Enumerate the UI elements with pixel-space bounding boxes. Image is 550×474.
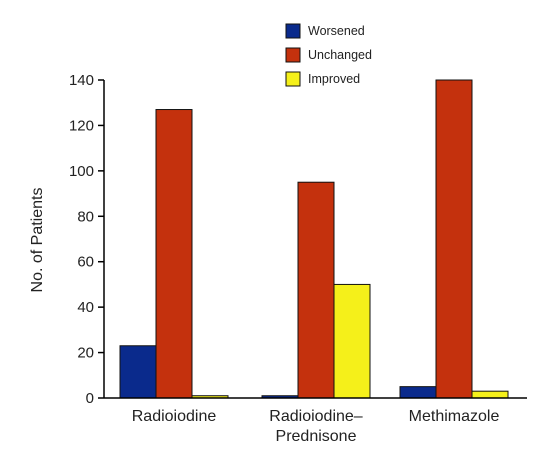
- y-tick-label: 120: [69, 117, 94, 134]
- bar-group: [261, 181, 371, 399]
- bar-unchanged: [297, 181, 335, 399]
- legend-label: Worsened: [308, 24, 365, 38]
- legend-label: Improved: [308, 72, 360, 86]
- bar-improved: [333, 283, 371, 399]
- legend-label: Unchanged: [308, 48, 372, 62]
- legend: Worsened Unchanged Improved: [285, 23, 372, 87]
- bars: [119, 79, 509, 399]
- x-tick-label: Prednisone: [276, 428, 357, 445]
- legend-swatch: [285, 47, 301, 63]
- legend-swatch: [285, 71, 301, 87]
- bar-unchanged: [435, 79, 473, 399]
- bar-worsened: [399, 386, 437, 399]
- bar-improved: [471, 390, 509, 399]
- bar-unchanged: [155, 109, 193, 399]
- bar-group: [399, 79, 509, 399]
- x-axis-labels: Radioiodine Radioiodine– Prednisone Methima…: [132, 408, 500, 445]
- y-tick-label: 60: [77, 254, 94, 271]
- bar-group: [119, 109, 229, 399]
- y-tick-label: 140: [69, 72, 94, 89]
- y-tick-label: 40: [77, 299, 94, 316]
- x-tick-label: Radioiodine: [132, 408, 217, 425]
- y-axis: 0 20 40 60 80 100 120 140: [69, 72, 105, 407]
- x-tick-label: Methimazole: [409, 408, 500, 425]
- bar-worsened: [119, 345, 157, 399]
- y-tick-label: 0: [86, 390, 94, 407]
- y-tick-label: 80: [77, 208, 94, 225]
- x-tick-label: Radioiodine–: [269, 408, 363, 425]
- y-tick-label: 100: [69, 163, 94, 180]
- y-axis-title: No. of Patients: [29, 188, 46, 293]
- y-tick-label: 20: [77, 345, 94, 362]
- legend-swatch: [285, 23, 301, 39]
